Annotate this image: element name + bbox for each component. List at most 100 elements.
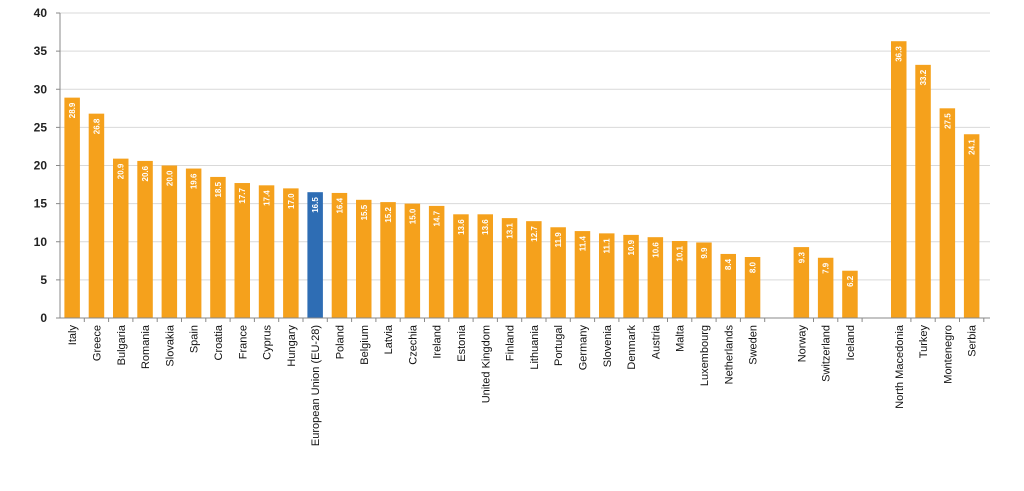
y-tick-label: 25	[34, 120, 48, 134]
data-label: 26.8	[92, 118, 101, 134]
bar-serbia	[963, 134, 980, 318]
x-tick-label: Spain	[189, 325, 201, 353]
x-tick-label: Italy	[67, 325, 79, 346]
bar-czechia	[404, 203, 421, 318]
data-label: 24.1	[968, 139, 977, 155]
x-tick-label: Latvia	[383, 324, 395, 354]
x-tick-label: Estonia	[456, 324, 468, 362]
y-tick-label: 20	[34, 159, 48, 173]
x-tick-label: Bulgaria	[116, 324, 128, 365]
x-tick-label: Germany	[577, 325, 589, 371]
bar-malta	[671, 240, 688, 318]
x-tick-label: Cyprus	[262, 325, 274, 360]
bar-finland	[501, 218, 518, 318]
data-label: 17.0	[287, 193, 296, 209]
y-tick-label: 15	[34, 197, 48, 211]
x-tick-label: Romania	[140, 324, 152, 369]
y-tick-label: 40	[34, 6, 48, 20]
data-label: 18.5	[214, 181, 223, 197]
bar-france	[234, 183, 250, 318]
bar-belgium	[356, 199, 372, 318]
data-label: 20.0	[165, 170, 174, 186]
data-label: 13.1	[506, 223, 515, 239]
data-label: 19.6	[190, 173, 199, 189]
y-tick-label: 0	[40, 311, 47, 325]
y-tick-label: 30	[34, 82, 48, 96]
bar-slovakia	[161, 165, 178, 318]
x-tick-label: Iceland	[845, 325, 857, 360]
x-tick-label: Norway	[796, 325, 808, 363]
x-tick-label: Sweden	[748, 325, 760, 365]
bar-bulgaria	[113, 158, 129, 318]
bar-austria	[647, 237, 664, 318]
data-label: 12.7	[530, 226, 539, 242]
data-label: 10.6	[651, 242, 660, 258]
bar-estonia	[453, 214, 469, 318]
bar-turkey	[915, 64, 931, 318]
y-tick-label: 5	[40, 273, 47, 287]
x-tick-label: Slovenia	[602, 324, 614, 367]
x-tick-label: Ireland	[432, 325, 444, 359]
data-label: 16.5	[311, 197, 320, 213]
bar-european-union-eu-28	[307, 192, 323, 318]
bar-north-macedonia	[891, 41, 907, 319]
x-tick-label: Denmark	[626, 325, 638, 370]
x-tick-label: France	[237, 325, 249, 359]
x-tick-label: Greece	[91, 325, 103, 361]
x-tick-label: Czechia	[407, 324, 419, 365]
data-label: 13.6	[481, 219, 490, 235]
x-tick-label: Austria	[650, 324, 662, 359]
data-label: 15.2	[384, 207, 393, 223]
x-tick-label: Finland	[505, 325, 517, 361]
bar-romania	[137, 160, 153, 318]
x-tick-label: Hungary	[286, 325, 298, 367]
labels: 0 5 10 15 20 25 30 35 40 28.9 Italy 26.8 Greece 20.9 B…	[34, 6, 979, 446]
bar-poland	[331, 192, 348, 318]
data-label: 8.0	[749, 261, 758, 273]
bar-spain	[185, 168, 202, 318]
bar-luxembourg	[696, 242, 712, 318]
bars	[64, 41, 980, 319]
data-label: 33.2	[919, 69, 928, 85]
data-label: 7.9	[822, 262, 831, 274]
data-label: 16.4	[335, 197, 344, 213]
x-tick-label: European Union (EU-28)	[310, 325, 322, 446]
data-label: 20.9	[117, 163, 126, 179]
data-label: 13.6	[457, 219, 466, 235]
bar-slovenia	[599, 233, 615, 318]
data-label: 11.4	[578, 236, 587, 252]
data-label: 17.7	[238, 187, 247, 203]
data-label: 11.1	[603, 238, 612, 254]
x-tick-label: Poland	[334, 325, 346, 359]
x-tick-label: North Macedonia	[894, 324, 906, 409]
data-label: 9.3	[797, 252, 806, 264]
data-label: 8.4	[724, 258, 733, 270]
data-label: 28.9	[68, 102, 77, 118]
x-tick-label: Slovakia	[164, 324, 176, 366]
x-tick-label: Switzerland	[821, 325, 833, 382]
bar-italy	[64, 97, 80, 318]
data-label: 14.7	[433, 210, 442, 226]
x-tick-label: Luxembourg	[699, 325, 711, 386]
x-tick-label: Croatia	[213, 324, 225, 360]
bar-croatia	[210, 176, 226, 318]
data-label: 20.6	[141, 165, 150, 181]
data-label: 15.0	[408, 208, 417, 224]
data-label: 10.1	[676, 245, 685, 261]
data-label: 10.9	[627, 239, 636, 255]
bar-hungary	[283, 188, 299, 318]
x-tick-label: Portugal	[553, 325, 565, 366]
x-tick-label: Malta	[675, 324, 687, 352]
data-label: 9.9	[700, 247, 709, 259]
data-label: 17.4	[263, 190, 272, 206]
data-label: 11.9	[554, 232, 563, 248]
bar-denmark	[623, 234, 639, 318]
bar-portugal	[550, 227, 566, 318]
data-label: 6.2	[846, 275, 855, 287]
bar-cyprus	[258, 185, 275, 318]
bar-norway	[793, 247, 810, 318]
bar-latvia	[380, 202, 396, 318]
x-tick-label: Belgium	[359, 325, 371, 365]
